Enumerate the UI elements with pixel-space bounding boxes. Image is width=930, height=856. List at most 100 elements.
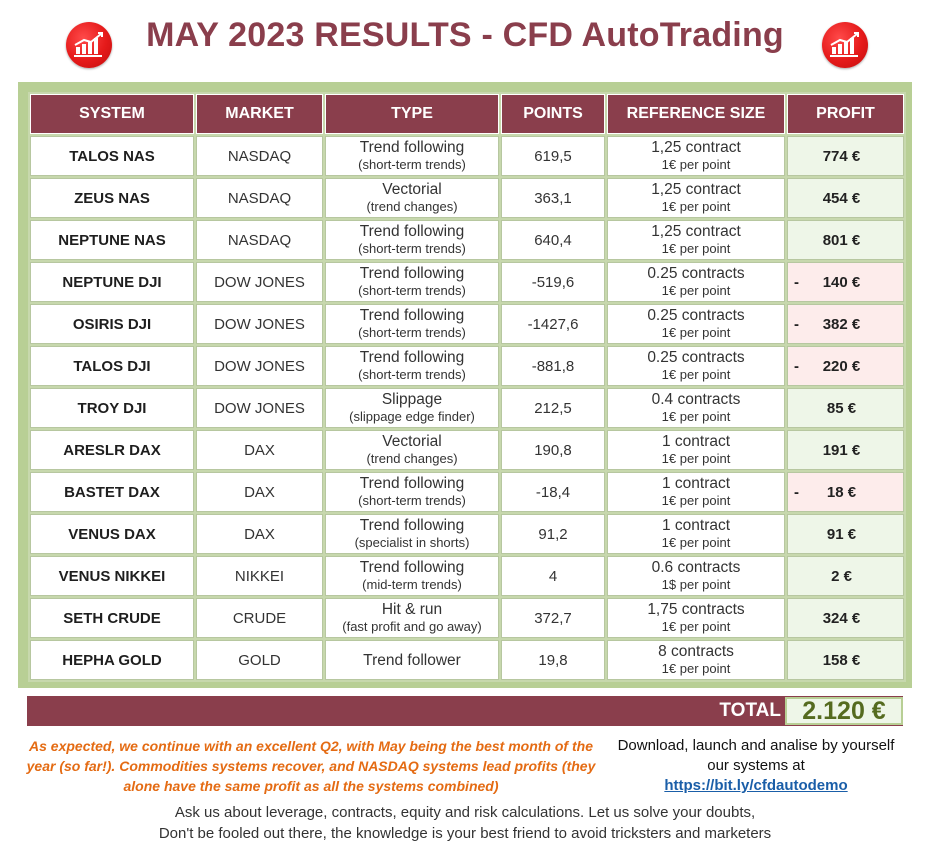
column-header-profit: PROFIT [787,94,904,134]
type-label: Hit & run [381,601,443,618]
system-cell: NEPTUNE DJI [30,262,194,302]
type-detail: (short-term trends) [358,157,466,172]
profit-value: 382 € [822,315,861,333]
bar-chart-logo-icon [66,22,112,68]
reference-size-cell: 1,25 contract 1€ per point [607,136,785,176]
reference-size-cell: 1,25 contract 1€ per point [607,220,785,260]
table-row: SETH CRUDE CRUDE Hit & run (fast profit and… [30,598,904,638]
reference-size-cell: 8 contracts 1€ per point [607,640,785,680]
market-cell: DOW JONES [196,262,323,302]
table-header-row: SYSTEM MARKET TYPE POINTS REFERENCE SIZE… [30,94,904,134]
table-row: HEPHA GOLD GOLD Trend follower 19,8 8 contra… [30,640,904,680]
reference-size-detail: 1€ per point [661,535,731,550]
profit-value: 85 € [826,399,857,417]
bar-chart-logo-icon [822,22,868,68]
profit-cell: 801 € [787,220,904,260]
reference-size-cell: 1 contract 1€ per point [607,472,785,512]
table-row: VENUS DAX DAX Trend following (specialist i… [30,514,904,554]
type-detail: (trend changes) [366,199,458,214]
profit-cell: - 220 € [787,346,904,386]
type-label: Trend following [359,139,465,156]
profit-cell: - 140 € [787,262,904,302]
reference-size-label: 1,25 contract [651,223,741,240]
profit-sign: - [794,316,799,333]
profit-sign: - [794,358,799,375]
profit-cell: 85 € [787,388,904,428]
system-cell: TROY DJI [30,388,194,428]
total-bar: TOTAL 2.120 € [27,696,903,726]
profit-value: 774 € [822,147,861,165]
profit-cell: - 382 € [787,304,904,344]
table-row: ARESLR DAX DAX Vectorial (trend changes) 190… [30,430,904,470]
type-label: Trend follower [363,651,461,669]
table-row: BASTET DAX DAX Trend following (short-term … [30,472,904,512]
points-cell: 91,2 [501,514,605,554]
type-detail: (specialist in shorts) [354,535,470,550]
reference-size-label: 0.25 contracts [647,349,745,366]
total-label: TOTAL [719,700,781,721]
type-label: Vectorial [382,433,442,450]
reference-size-label: 1 contract [661,433,731,450]
market-cell: CRUDE [196,598,323,638]
profit-value: 91 € [826,525,857,543]
points-cell: 363,1 [501,178,605,218]
market-cell: NASDAQ [196,136,323,176]
points-cell: 4 [501,556,605,596]
reference-size-label: 1,25 contract [651,139,741,156]
type-detail: (mid-term trends) [362,577,462,592]
table-row: NEPTUNE DJI DOW JONES Trend following (shor… [30,262,904,302]
type-detail: (fast profit and go away) [342,619,482,634]
profit-cell: 324 € [787,598,904,638]
column-header-system: SYSTEM [30,94,194,134]
download-block: Download, launch and analise by yourself… [612,736,900,796]
points-cell: 640,4 [501,220,605,260]
system-cell: TALOS DJI [30,346,194,386]
demo-link[interactable]: https://bit.ly/cfdautodemo [664,777,848,794]
reference-size-detail: 1€ per point [661,199,731,214]
type-label: Vectorial [382,181,442,198]
type-cell: Vectorial (trend changes) [325,178,499,218]
reference-size-detail: 1$ per point [661,577,731,592]
type-cell: Hit & run (fast profit and go away) [325,598,499,638]
reference-size-detail: 1€ per point [661,619,731,634]
system-cell: ZEUS NAS [30,178,194,218]
system-cell: VENUS DAX [30,514,194,554]
reference-size-label: 0.6 contracts [651,559,741,576]
type-cell: Trend following (mid-term trends) [325,556,499,596]
points-cell: 19,8 [501,640,605,680]
reference-size-detail: 1€ per point [661,493,731,508]
points-cell: 212,5 [501,388,605,428]
reference-size-cell: 1 contract 1€ per point [607,430,785,470]
type-label: Trend following [359,349,465,366]
reference-size-detail: 1€ per point [661,157,731,172]
system-cell: NEPTUNE NAS [30,220,194,260]
profit-cell: 454 € [787,178,904,218]
reference-size-cell: 1,25 contract 1€ per point [607,178,785,218]
table-row: OSIRIS DJI DOW JONES Trend following (short… [30,304,904,344]
type-detail: (short-term trends) [358,367,466,382]
reference-size-label: 1,75 contracts [647,601,745,618]
system-cell: SETH CRUDE [30,598,194,638]
points-cell: 190,8 [501,430,605,470]
reference-size-label: 1,25 contract [651,181,741,198]
total-value: 2.120 € [785,697,903,725]
type-cell: Trend following (short-term trends) [325,136,499,176]
reference-size-cell: 1 contract 1€ per point [607,514,785,554]
column-header-points: POINTS [501,94,605,134]
type-detail: (slippage edge finder) [349,409,475,424]
market-cell: DAX [196,430,323,470]
type-detail: (short-term trends) [358,493,466,508]
header: MAY 2023 RESULTS - CFD AutoTrading [0,0,930,80]
type-cell: Trend follower [325,640,499,680]
profit-value: 2 € [831,567,852,585]
reference-size-label: 0.4 contracts [651,391,741,408]
type-cell: Trend following (specialist in shorts) [325,514,499,554]
profit-cell: - 18 € [787,472,904,512]
profit-cell: 91 € [787,514,904,554]
points-cell: -881,8 [501,346,605,386]
type-cell: Trend following (short-term trends) [325,304,499,344]
points-cell: -18,4 [501,472,605,512]
profit-cell: 2 € [787,556,904,596]
footer-line-2: Don't be fooled out there, the knowledge… [158,825,772,842]
results-frame: SYSTEM MARKET TYPE POINTS REFERENCE SIZE… [18,82,912,688]
